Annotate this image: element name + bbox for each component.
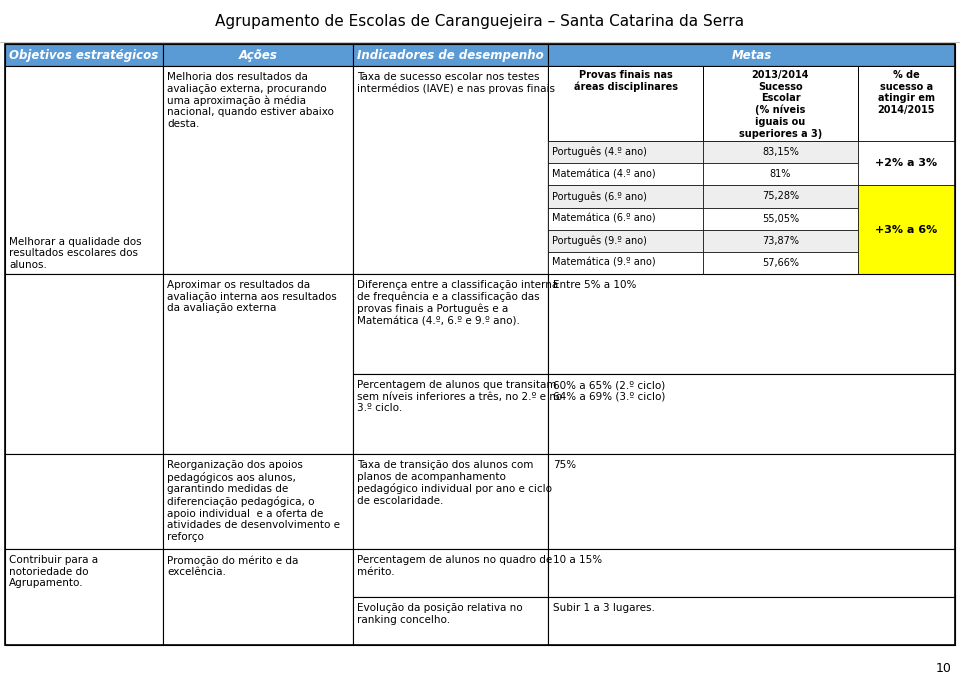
Bar [163,44,353,66]
Text: Taxa de transição dos alunos com
planos de acompanhamento
pedagógico individual: Taxa de transição dos alunos com planos … [357,460,552,506]
Text: Metas: Metas [732,49,772,62]
Bar [703,208,858,229]
Text: Subir 1 a 3 lugares.: Subir 1 a 3 lugares. [553,603,655,613]
Text: Agrupamento de Escolas de Caranguejeira – Santa Catarina da Serra: Agrupamento de Escolas de Caranguejeira … [215,14,745,29]
Text: Percentagem de alunos que transitam
sem níveis inferiores a três, no 2.º e no
3.: Percentagem de alunos que transitam sem … [357,380,563,413]
Text: 10: 10 [936,662,952,675]
Text: Matemática (9.º ano): Matemática (9.º ano) [552,258,656,268]
Bar [703,186,858,208]
Text: 83,15%: 83,15% [762,147,799,157]
Bar [703,141,858,163]
Text: 75,28%: 75,28% [762,191,799,201]
Bar [548,66,955,274]
Text: Português (9.º ano): Português (9.º ano) [552,236,647,246]
Text: 2013/2014
Sucesso
Escolar
(% níveis
iguais ou
superiores a 3): 2013/2014 Sucesso Escolar (% níveis igua… [739,70,822,138]
Text: Aproximar os resultados da
avaliação interna aos resultados
da avaliação externa: Aproximar os resultados da avaliação int… [167,280,337,313]
Text: % de
sucesso a
atingir em
2014/2015: % de sucesso a atingir em 2014/2015 [877,70,935,115]
Bar [703,66,858,141]
Text: Percentagem de alunos no quadro de
mérito.: Percentagem de alunos no quadro de mérit… [357,555,552,577]
Text: Português (6.º ano): Português (6.º ano) [552,191,647,201]
Bar [5,44,955,645]
Bar [548,454,955,549]
Bar [548,549,955,597]
Text: Evolução da posição relativa no
ranking concelho.: Evolução da posição relativa no ranking … [357,603,522,625]
Text: Melhoria dos resultados da
avaliação externa, procurando
uma aproximação à média: Melhoria dos resultados da avaliação ext… [167,72,334,129]
Bar [353,597,548,645]
Bar [5,44,163,66]
Bar [163,274,353,454]
Text: Provas finais nas
áreas disciplinares: Provas finais nas áreas disciplinares [573,70,678,92]
Bar [353,549,548,597]
Text: Entre 5% a 10%: Entre 5% a 10% [553,280,636,290]
Bar [703,252,858,274]
Text: +2% a 3%: +2% a 3% [876,158,938,168]
Text: 73,87%: 73,87% [762,236,799,246]
Text: 55,05%: 55,05% [762,214,799,223]
Text: Português (4.º ano): Português (4.º ano) [552,147,647,158]
Bar [163,454,353,549]
Bar [548,66,703,141]
Bar [548,374,955,454]
Text: Matemática (6.º ano): Matemática (6.º ano) [552,214,656,223]
Bar [548,229,703,252]
Text: Taxa de sucesso escolar nos testes
intermédios (IAVE) e nas provas finais: Taxa de sucesso escolar nos testes inter… [357,72,555,95]
Text: 60% a 65% (2.º ciclo)
64% a 69% (3.º ciclo): 60% a 65% (2.º ciclo) 64% a 69% (3.º cic… [553,380,665,401]
Bar [703,163,858,186]
Text: Contribuir para a
notoriedade do
Agrupamento.: Contribuir para a notoriedade do Agrupam… [9,555,98,588]
Bar [858,141,955,186]
Text: 10 a 15%: 10 a 15% [553,555,602,565]
Bar [353,66,548,274]
Text: +3% a 6%: +3% a 6% [876,225,938,235]
Text: Reorganização dos apoios
pedagógicos aos alunos,
garantindo medidas de
diferenc: Reorganização dos apoios pedagógicos ao… [167,460,340,542]
Bar [5,454,163,549]
Bar [548,274,955,374]
Bar [548,163,703,186]
Bar [858,186,955,274]
Text: 75%: 75% [553,460,576,470]
Bar [163,66,353,274]
Bar [548,44,955,66]
Bar [548,208,703,229]
Text: 81%: 81% [770,169,791,179]
Bar [5,274,163,454]
Bar [548,252,703,274]
Text: Diferença entre a classificação interna
de frequência e a classificação das
prov: Diferença entre a classificação interna … [357,280,559,326]
Text: Objetivos estratégicos: Objetivos estratégicos [10,49,158,62]
Text: Matemática (4.º ano): Matemática (4.º ano) [552,169,656,179]
Bar [163,549,353,645]
Bar [703,229,858,252]
Bar [548,186,703,208]
Bar [5,66,163,274]
Bar [548,597,955,645]
Bar [353,374,548,454]
Text: Indicadores de desempenho: Indicadores de desempenho [357,49,544,62]
Text: Promoção do mérito e da
excelência.: Promoção do mérito e da excelência. [167,555,299,577]
Bar [353,454,548,549]
Text: 57,66%: 57,66% [762,258,799,268]
Text: Melhorar a qualidade dos
resultados escolares dos
alunos.: Melhorar a qualidade dos resultados esco… [9,237,142,270]
Bar [353,274,548,374]
Bar [5,549,163,645]
Bar [0,0,960,42]
Bar [353,44,548,66]
Bar [858,66,955,141]
Text: Ações: Ações [239,49,277,62]
Bar [548,141,703,163]
